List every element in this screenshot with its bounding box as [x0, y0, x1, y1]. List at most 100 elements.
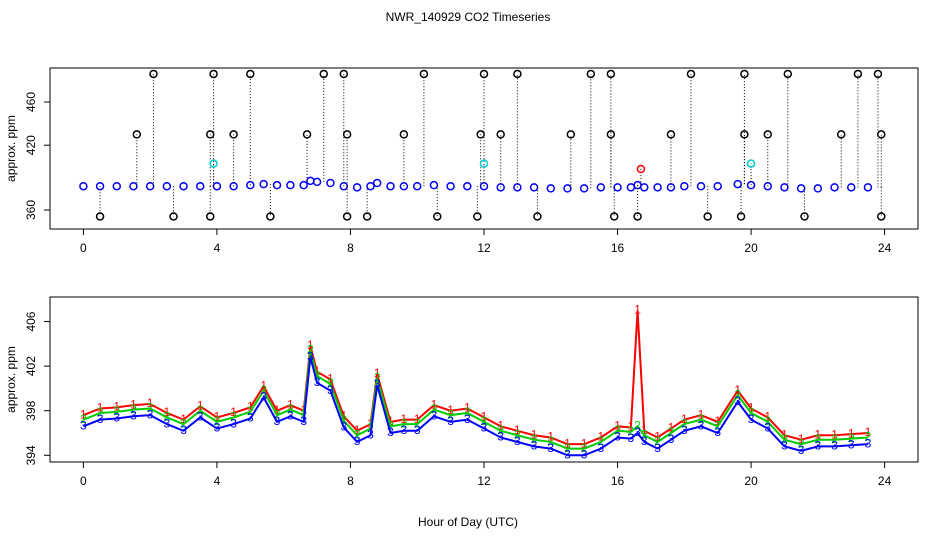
point-marker: 2	[547, 434, 554, 448]
data-point	[306, 176, 315, 186]
point-marker: 3	[764, 421, 771, 435]
data-point	[780, 183, 789, 192]
point-marker: 2	[581, 441, 588, 455]
point-marker: 3	[748, 412, 755, 426]
point-marker: 1	[848, 426, 855, 440]
point-marker: 1	[798, 432, 805, 446]
x-tick-label: 8	[347, 474, 354, 488]
point-marker: 2	[260, 383, 267, 397]
data-point	[846, 183, 856, 192]
data-point	[326, 178, 335, 188]
point-marker: 2	[180, 416, 187, 430]
point-marker: 3	[387, 425, 394, 439]
data-point	[533, 212, 542, 221]
x-tick-label: 4	[214, 241, 221, 255]
data-point	[836, 130, 846, 139]
data-point	[149, 69, 158, 79]
point-marker: 1	[641, 423, 648, 437]
series-line	[83, 356, 868, 457]
data-point	[680, 181, 689, 191]
plot-frame	[49, 67, 919, 230]
data-point	[746, 159, 756, 168]
data-point	[740, 69, 749, 79]
point-marker: 1	[764, 410, 771, 424]
data-point	[342, 130, 352, 139]
data-point	[636, 164, 646, 174]
x-tick-label: 12	[477, 241, 491, 255]
data-point	[112, 181, 122, 191]
point-marker: 1	[327, 372, 334, 386]
point-marker: 3	[130, 408, 137, 422]
data-point	[386, 181, 395, 191]
point-marker: 1	[340, 408, 347, 422]
point-marker: 2	[641, 427, 648, 441]
point-marker: 3	[300, 414, 307, 428]
y-tick-label: 398	[24, 400, 38, 420]
data-point	[546, 184, 556, 193]
point-marker: 2	[464, 405, 471, 419]
data-point	[362, 212, 372, 221]
point-marker: 1	[748, 401, 755, 415]
point-marker: 2	[497, 423, 504, 437]
data-point	[352, 183, 362, 192]
data-point	[713, 181, 722, 191]
x-tick-label: 16	[611, 241, 625, 255]
point-marker: 3	[327, 383, 334, 397]
data-point	[145, 181, 155, 191]
data-point	[800, 212, 809, 221]
point-marker: 2	[831, 432, 838, 446]
data-point	[372, 178, 382, 188]
data-point	[169, 212, 178, 221]
point-marker: 2	[197, 403, 204, 417]
data-point	[703, 212, 712, 221]
point-marker: 3	[274, 414, 281, 428]
point-marker: 2	[748, 405, 755, 419]
point-marker: 2	[698, 412, 705, 426]
point-marker: 2	[307, 343, 314, 357]
point-marker: 2	[598, 434, 605, 448]
point-marker: 1	[564, 436, 571, 450]
point-marker: 2	[447, 407, 454, 421]
data-point	[563, 184, 572, 193]
point-marker: 2	[564, 441, 571, 455]
point-marker: 2	[130, 402, 137, 416]
data-point	[873, 69, 883, 79]
data-point	[686, 69, 696, 79]
point-marker: 1	[831, 427, 838, 441]
point-marker: 1	[464, 401, 471, 415]
x-tick-label: 24	[878, 241, 892, 255]
data-point	[79, 181, 88, 191]
data-point	[209, 159, 218, 168]
point-marker: 1	[80, 407, 87, 421]
point-marker: 3	[564, 447, 571, 461]
data-point	[129, 181, 138, 191]
point-marker: 2	[214, 414, 221, 428]
point-marker: 1	[447, 403, 454, 417]
point-marker: 3	[260, 390, 267, 404]
point-marker: 2	[274, 407, 281, 421]
point-marker: 3	[614, 430, 621, 444]
point-marker: 3	[641, 434, 648, 448]
point-marker: 3	[654, 441, 661, 455]
point-marker: 1	[634, 303, 641, 317]
point-marker: 1	[247, 400, 254, 414]
data-point	[463, 181, 472, 191]
point-marker: 2	[865, 430, 872, 444]
y-tick-label: 420	[24, 135, 38, 155]
point-marker: 3	[414, 423, 421, 437]
point-marker: 2	[781, 432, 788, 446]
data-point	[419, 69, 429, 79]
data-point	[877, 212, 886, 221]
y-tick-label: 360	[24, 200, 38, 220]
data-point	[212, 181, 222, 191]
point-marker: 3	[230, 416, 237, 430]
point-marker: 3	[287, 408, 294, 422]
point-marker: 1	[180, 412, 187, 426]
data-point	[433, 212, 442, 221]
series-line	[83, 350, 868, 450]
point-marker: 1	[668, 421, 675, 435]
data-point	[246, 69, 255, 79]
point-marker: 2	[314, 368, 321, 382]
point-marker: 3	[634, 425, 641, 439]
